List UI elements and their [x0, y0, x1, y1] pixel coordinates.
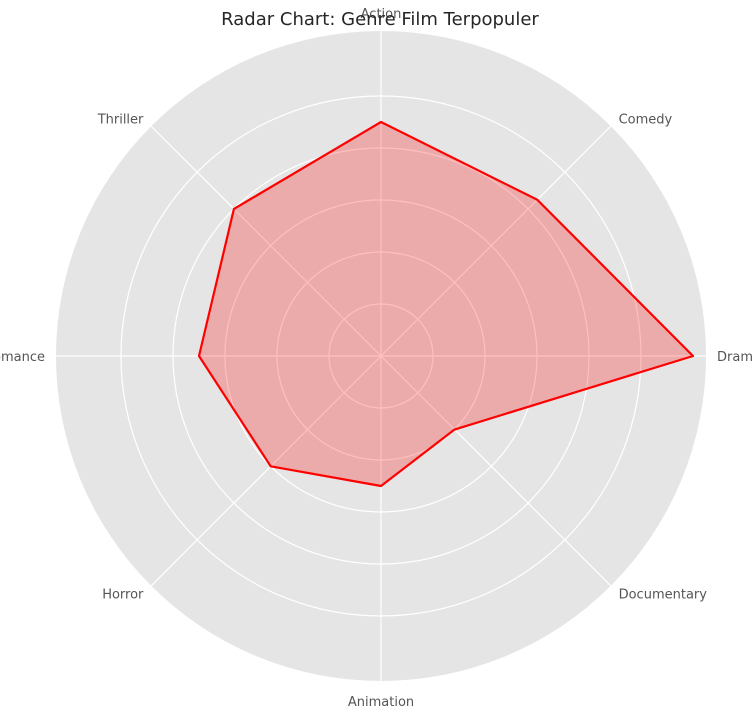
category-label-comedy: Comedy: [619, 112, 673, 127]
category-label-documentary: Documentary: [619, 588, 708, 603]
category-label-drama: Drama: [717, 350, 753, 365]
category-label-animation: Animation: [348, 695, 414, 710]
category-label-horror: Horror: [102, 588, 144, 603]
category-label-thriller: Thriller: [97, 112, 144, 127]
chart-title: Radar Chart: Genre Film Terpopuler: [221, 9, 539, 30]
category-label-romance: Romance: [0, 350, 45, 365]
